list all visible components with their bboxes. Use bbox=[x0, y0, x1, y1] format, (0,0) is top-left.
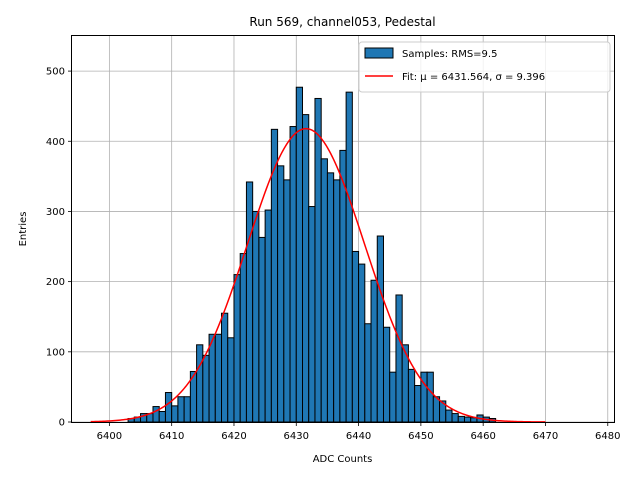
histogram-bar bbox=[221, 312, 229, 423]
histogram-bar bbox=[370, 279, 378, 423]
histogram-bar bbox=[302, 114, 310, 423]
histogram-bar bbox=[326, 172, 335, 423]
histogram-bar bbox=[463, 416, 472, 423]
histogram-bar bbox=[164, 392, 173, 423]
x-tick-label: 6400 bbox=[97, 431, 122, 442]
histogram-bar bbox=[314, 97, 322, 423]
histogram-bar bbox=[414, 385, 422, 423]
y-tick-label: 200 bbox=[46, 277, 65, 288]
y-tick-label: 500 bbox=[46, 67, 65, 78]
y-axis-title: Entries bbox=[18, 212, 29, 247]
histogram-bar bbox=[451, 413, 459, 423]
histogram-bar bbox=[320, 158, 328, 423]
histogram-bar bbox=[283, 179, 291, 423]
x-tick-label: 6440 bbox=[346, 431, 371, 442]
histogram-bars bbox=[127, 86, 497, 423]
histogram-bar bbox=[457, 415, 465, 423]
histogram-bar bbox=[227, 337, 235, 423]
histogram-bar bbox=[308, 206, 316, 423]
x-tick-label: 6420 bbox=[221, 431, 246, 442]
histogram-bar bbox=[245, 181, 254, 423]
histogram-bar bbox=[277, 165, 285, 423]
histogram-bar bbox=[233, 274, 241, 423]
histogram-bar bbox=[171, 405, 179, 423]
x-tick-label: 6470 bbox=[533, 431, 558, 442]
x-tick-label: 6410 bbox=[159, 431, 184, 442]
histogram-bar bbox=[214, 333, 223, 423]
histogram-bar bbox=[196, 344, 204, 423]
y-axis-ticks: 0 100 200 300 400 500 bbox=[46, 67, 72, 429]
histogram-bar bbox=[158, 410, 166, 423]
y-tick-label: 300 bbox=[46, 207, 65, 218]
histogram-bar bbox=[333, 179, 341, 423]
x-tick-label: 6480 bbox=[595, 431, 620, 442]
histogram-bar bbox=[202, 354, 210, 423]
legend: Samples: RMS=9.5 Fit: μ = 6431.564, σ = … bbox=[358, 41, 611, 93]
histogram-bar bbox=[376, 235, 384, 423]
x-axis-ticks: 6400 6410 6420 6430 6440 6450 6460 6470 6480 bbox=[97, 422, 620, 442]
chart-title: Run 569, channel053, Pedestal bbox=[249, 15, 435, 29]
histogram-bar bbox=[264, 209, 272, 423]
histogram-bar bbox=[183, 396, 191, 423]
y-tick-label: 100 bbox=[46, 347, 65, 358]
histogram-bar bbox=[395, 294, 403, 423]
histogram-bar bbox=[177, 396, 185, 423]
histogram-bar bbox=[445, 409, 453, 423]
x-axis-title: ADC Counts bbox=[313, 454, 373, 465]
histogram-bar bbox=[289, 126, 297, 423]
histogram-bar bbox=[407, 368, 416, 423]
legend-label-samples: Samples: RMS=9.5 bbox=[402, 49, 497, 60]
plot-frame bbox=[71, 35, 615, 423]
histogram-bar bbox=[339, 149, 347, 423]
y-tick-label: 400 bbox=[46, 137, 65, 148]
histogram-bar bbox=[358, 263, 366, 423]
histogram-bar bbox=[152, 406, 160, 423]
x-tick-label: 6430 bbox=[284, 431, 309, 442]
histogram-bar bbox=[426, 371, 434, 423]
legend-label-fit: Fit: μ = 6431.564, σ = 9.396 bbox=[402, 72, 545, 83]
histogram-bar bbox=[432, 396, 441, 423]
histogram-bar bbox=[239, 253, 247, 423]
histogram-bar bbox=[295, 86, 304, 423]
legend-swatch-samples bbox=[364, 47, 394, 59]
y-tick-label: 0 bbox=[59, 418, 65, 429]
fit-curve-layer bbox=[90, 127, 546, 423]
legend-box bbox=[358, 41, 611, 93]
histogram-bar bbox=[258, 236, 266, 423]
x-tick-label: 6450 bbox=[408, 431, 433, 442]
histogram-bar bbox=[351, 250, 360, 423]
histogram-bar bbox=[345, 91, 353, 423]
histogram-bar bbox=[389, 371, 397, 423]
histogram-bar bbox=[208, 333, 216, 423]
histogram-bar bbox=[382, 326, 391, 423]
x-tick-label: 6460 bbox=[470, 431, 495, 442]
histogram-bar bbox=[364, 323, 372, 423]
histogram-bar bbox=[252, 210, 260, 423]
gaussian-fit-line bbox=[90, 127, 546, 423]
